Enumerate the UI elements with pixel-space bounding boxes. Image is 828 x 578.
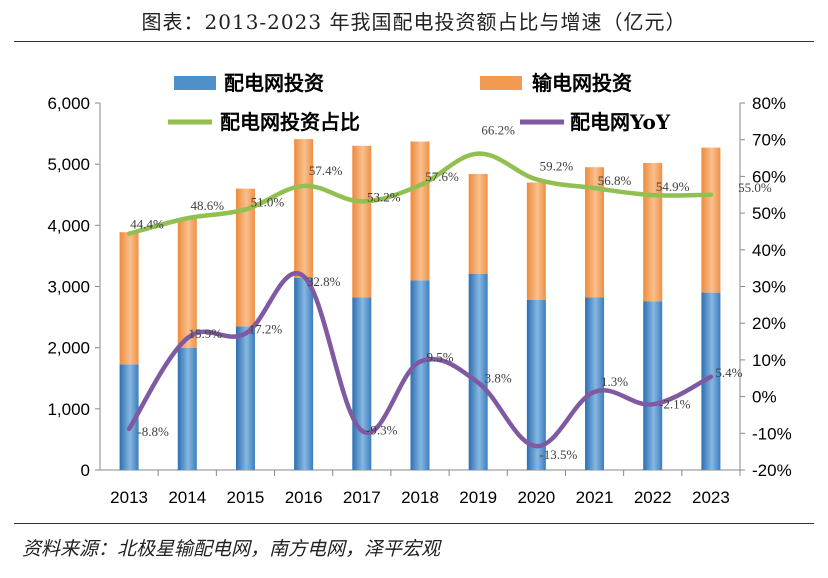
right-axis-tick-label: -20% [752,461,792,480]
bar-distribution-2023 [701,292,721,470]
x-axis-tick-label: 2022 [634,488,672,507]
left-axis-tick-label: 3,000 [47,278,90,297]
label-share-2022: 54.9% [656,179,690,194]
right-axis-tick-label: 40% [752,241,786,260]
bar-distribution-2021 [585,297,605,470]
legend-label-yoy: 配电网YoY [570,110,671,134]
bar-transmission-2016 [294,139,314,278]
bar-transmission-2013 [119,232,139,365]
bar-distribution-2015 [235,326,255,470]
axes: 0 1,000 2,000 3,000 4,000 5,000 6,000 -20% -10% 0… [47,94,791,507]
legend: 配电网投资 输电网投资 配电网投资占比 配电网YoY [168,71,671,134]
right-axis-tick-label: -10% [752,424,792,443]
label-share-2021: 56.8% [598,173,632,188]
x-axis-tick-label: 2020 [517,488,555,507]
bar-distribution-2019 [468,273,488,470]
bar-transmission-2020 [526,182,546,300]
x-axis-tick-label: 2016 [285,488,323,507]
bars [119,139,721,470]
legend-swatch-transmission [480,76,522,90]
left-axis-tick-label: 5,000 [47,155,90,174]
bar-transmission-2015 [235,188,255,327]
bar-distribution-2018 [410,280,430,470]
right-axis-tick-label: 30% [752,278,786,297]
right-axis-tick-label: 60% [752,167,786,186]
label-share-2017: 53.2% [367,189,401,204]
x-axis-tick-label: 2023 [692,488,730,507]
label-yoy-2019: 3.8% [485,371,512,386]
label-yoy-2015: 17.2% [249,321,283,336]
left-axis-tick-label: 1,000 [47,400,90,419]
left-axis-tick-label: 2,000 [47,339,90,358]
bar-distribution-2017 [352,297,372,470]
left-axis-tick-label: 4,000 [47,216,90,235]
x-axis-tick-label: 2013 [110,488,148,507]
bar-distribution-2020 [526,299,546,470]
bar-transmission-2023 [701,147,721,293]
data-labels: 44.4% 48.6% 51.0% 57.4% 53.2% 57.6% 66.2% 59.2%… [130,123,772,462]
source-note: 资料来源：北极星输配电网，南方电网，泽平宏观 [22,538,441,560]
x-axis-tick-label: 2015 [227,488,265,507]
chart: 配电网投资 输电网投资 配电网投资占比 配电网YoY 0 1,000 2,000 3,… [47,71,791,507]
legend-label-distribution: 配电网投资 [224,71,324,95]
bar-transmission-2017 [352,145,372,298]
label-yoy-2023: 5.4% [715,365,742,380]
legend-swatch-distribution [174,76,216,90]
right-axis-tick-label: 20% [752,314,786,333]
legend-label-transmission: 输电网投资 [532,71,632,95]
x-axis-tick-label: 2017 [343,488,381,507]
bar-transmission-2021 [585,167,605,298]
bar-distribution-2016 [294,277,314,470]
right-axis-tick-label: 70% [752,131,786,150]
right-axis-tick-label: 50% [752,204,786,223]
label-yoy-2013: -8.8% [137,424,169,439]
right-axis-tick-label: 80% [752,94,786,113]
label-yoy-2021: 1.3% [601,374,628,389]
label-yoy-2014: 15.9% [188,326,222,341]
left-axis-tick-label: 0 [81,461,90,480]
source-divider [14,523,814,524]
bar-transmission-2018 [410,141,430,281]
lines [126,151,714,449]
label-share-2018: 57.6% [425,169,459,184]
bar-distribution-2013 [119,364,139,470]
chart-title: 图表：2013-2023 年我国配电投资额占比与增速（亿元） [141,10,687,34]
x-axis-tick-label: 2021 [576,488,614,507]
line-share [126,151,714,236]
left-axis-tick-label: 6,000 [47,94,90,113]
x-axis-tick-label: 2019 [459,488,497,507]
label-share-2023: 55.0% [738,180,772,195]
label-yoy-2020: -13.5% [539,447,577,462]
x-axis-tick-label: 2014 [168,488,206,507]
bar-transmission-2014 [177,217,197,348]
x-axis-tick-label: 2018 [401,488,439,507]
bar-transmission-2019 [468,173,488,274]
label-share-2013: 44.4% [130,217,164,232]
line-yoy [126,271,714,449]
label-yoy-2016: 32.8% [307,274,341,289]
label-share-2014: 48.6% [190,198,224,213]
label-yoy-2018: 9.5% [426,350,453,365]
label-share-2015: 51.0% [251,194,285,209]
title-divider [14,41,814,42]
legend-label-share: 配电网投资占比 [220,110,360,134]
bar-distribution-2014 [177,347,197,470]
label-yoy-2022: -2.1% [659,396,691,411]
label-yoy-2017: -9.3% [366,423,398,438]
right-axis-tick-label: 0% [752,388,777,407]
right-axis-tick-label: 10% [752,351,786,370]
bar-distribution-2022 [643,301,663,470]
label-share-2016: 57.4% [309,163,343,178]
label-share-2019: 66.2% [481,123,515,138]
label-share-2020: 59.2% [540,158,574,173]
